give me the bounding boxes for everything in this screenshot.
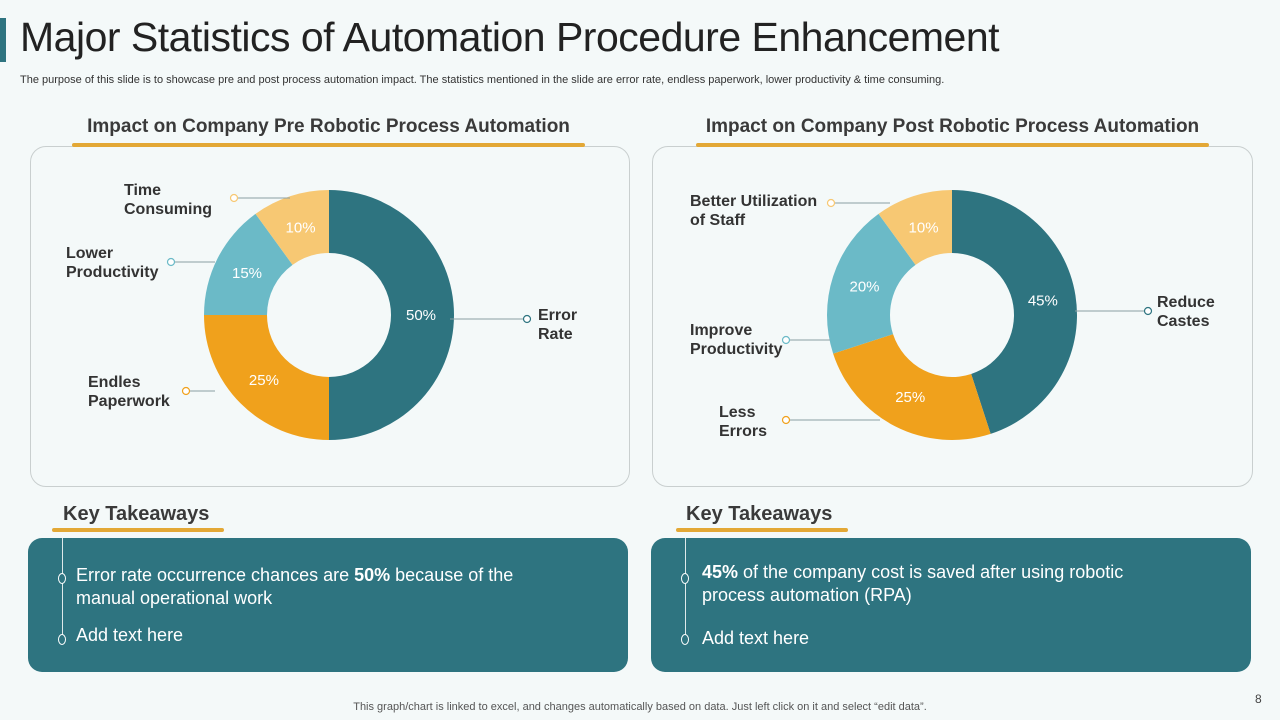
- slice-value-label: 25%: [895, 389, 925, 406]
- leader-dot: [229, 193, 239, 203]
- takeaway-point: Add text here: [76, 625, 184, 645]
- donut-slice-improve-productivity[interactable]: [827, 213, 916, 354]
- takeaway-point: Add text here: [702, 628, 810, 648]
- callout-better-utilization: Better Utilization of Staff: [690, 193, 818, 229]
- timeline-line: [62, 538, 63, 642]
- bullet-dot: [681, 634, 689, 645]
- slice-value-label: 20%: [849, 279, 879, 296]
- slice-value-label: 45%: [1028, 293, 1058, 310]
- callout-improve-productivity: Improve Productivity: [690, 322, 783, 358]
- callout-less-errors: Less Errors: [719, 404, 768, 440]
- donut-slice-better-utilization-of-staff[interactable]: [878, 190, 952, 265]
- slice-value-label: 50%: [406, 307, 436, 324]
- leader-dot: [522, 314, 532, 324]
- donut-hole: [268, 254, 390, 376]
- callout-time-consuming: Time Consuming: [124, 182, 212, 218]
- donut-slice-lower-productivity[interactable]: [204, 213, 293, 315]
- leader-dot: [781, 415, 791, 425]
- donut-slice-time-consuming[interactable]: [255, 190, 329, 265]
- slice-value-label: 10%: [909, 220, 939, 237]
- takeaways-heading-left: Key Takeaways: [63, 503, 210, 525]
- takeaway-point: Error rate occurrence chances are 50% be…: [76, 565, 514, 608]
- donut-hole: [891, 254, 1013, 376]
- donut-slice-endles-paperwork[interactable]: [204, 315, 329, 440]
- leader-dot: [781, 335, 791, 345]
- post-chart-title: Impact on Company Post Robotic Process A…: [705, 116, 1200, 137]
- takeaways-box-right: 45% of the company cost is saved after u…: [651, 538, 1251, 672]
- timeline-line: [685, 538, 686, 642]
- page-title: Major Statistics of Automation Procedure…: [20, 14, 1000, 60]
- pre-chart-title: Impact on Company Pre Robotic Process Au…: [87, 116, 570, 137]
- leader-dot: [826, 198, 836, 208]
- title-accent-bar: [0, 18, 6, 62]
- callout-error-rate: Error Rate: [538, 307, 578, 343]
- leader-dot: [1143, 306, 1153, 316]
- page-number: 8: [1255, 692, 1262, 706]
- leader-dot: [166, 257, 176, 267]
- slice-value-label: 10%: [286, 220, 316, 237]
- callout-endles-paperwork: Endles Paperwork: [88, 374, 170, 410]
- takeaways-underline-right: [676, 528, 848, 532]
- donut-slice-reduce-castes[interactable]: [952, 190, 1077, 434]
- takeaways-heading-right: Key Takeaways: [686, 503, 833, 525]
- footer-note: This graph/chart is linked to excel, and…: [353, 701, 927, 713]
- leader-dot: [181, 386, 191, 396]
- slice-value-label: 15%: [232, 265, 262, 282]
- takeaway-point: 45% of the company cost is saved after u…: [702, 562, 1124, 605]
- post-title-underline: [696, 143, 1209, 147]
- takeaways-box-left: Error rate occurrence chances are 50% be…: [28, 538, 628, 672]
- donut-slice-error-rate[interactable]: [329, 190, 454, 440]
- bullet-dot: [58, 634, 66, 645]
- bullet-dot: [58, 573, 66, 584]
- pre-title-underline: [72, 143, 585, 147]
- slice-value-label: 25%: [249, 372, 279, 389]
- takeaways-underline-left: [52, 528, 224, 532]
- callout-lower-productivity: Lower Productivity: [66, 245, 159, 281]
- bullet-dot: [681, 573, 689, 584]
- page-subtitle: The purpose of this slide is to showcase…: [20, 74, 945, 86]
- donut-slice-less-errors[interactable]: [833, 334, 991, 440]
- callout-reduce-castes: Reduce Castes: [1157, 294, 1215, 330]
